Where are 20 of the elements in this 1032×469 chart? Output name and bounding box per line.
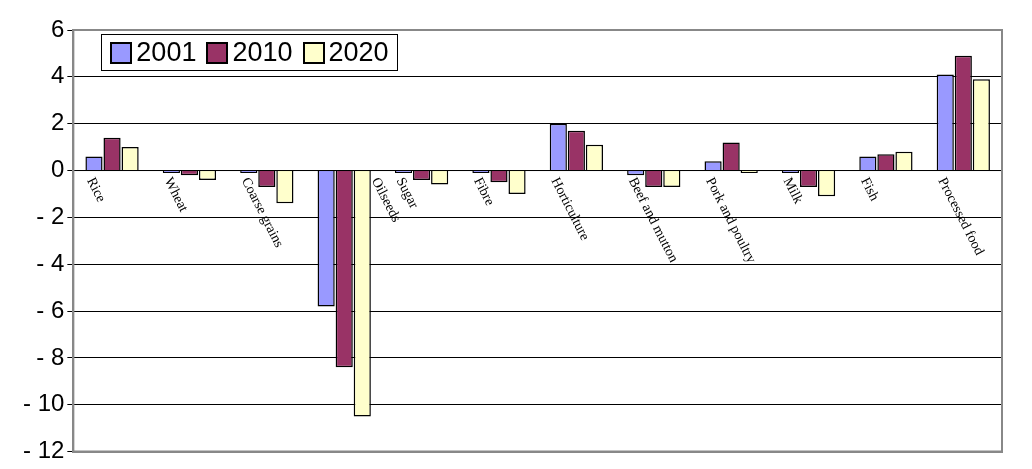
y-tick-label: - 8: [36, 342, 65, 370]
x-tick-label: Wheat: [161, 174, 192, 215]
y-tick-label: 0: [51, 155, 65, 183]
y-tick-label: - 4: [36, 248, 65, 276]
y-tick-label: - 12: [23, 436, 65, 464]
x-tick-label: Rice: [84, 174, 110, 205]
x-tick-label: Fibre: [471, 174, 498, 208]
legend-label: 2020: [328, 37, 389, 68]
x-tick-label: Milk: [780, 174, 807, 206]
legend-label: 2010: [232, 37, 293, 68]
y-tick-label: - 10: [23, 389, 65, 417]
y-tick-label: 6: [51, 14, 65, 42]
x-tick-label: Fish: [857, 174, 883, 204]
y-tick-label: 4: [51, 61, 65, 89]
legend-label: 2001: [136, 37, 197, 68]
x-tick-label: Sugar: [393, 174, 422, 211]
y-tick-label: - 2: [36, 202, 65, 229]
y-tick-label: - 6: [36, 295, 65, 323]
x-tick-label: Coarse grains: [238, 174, 288, 250]
y-tick-label: 2: [51, 108, 65, 136]
